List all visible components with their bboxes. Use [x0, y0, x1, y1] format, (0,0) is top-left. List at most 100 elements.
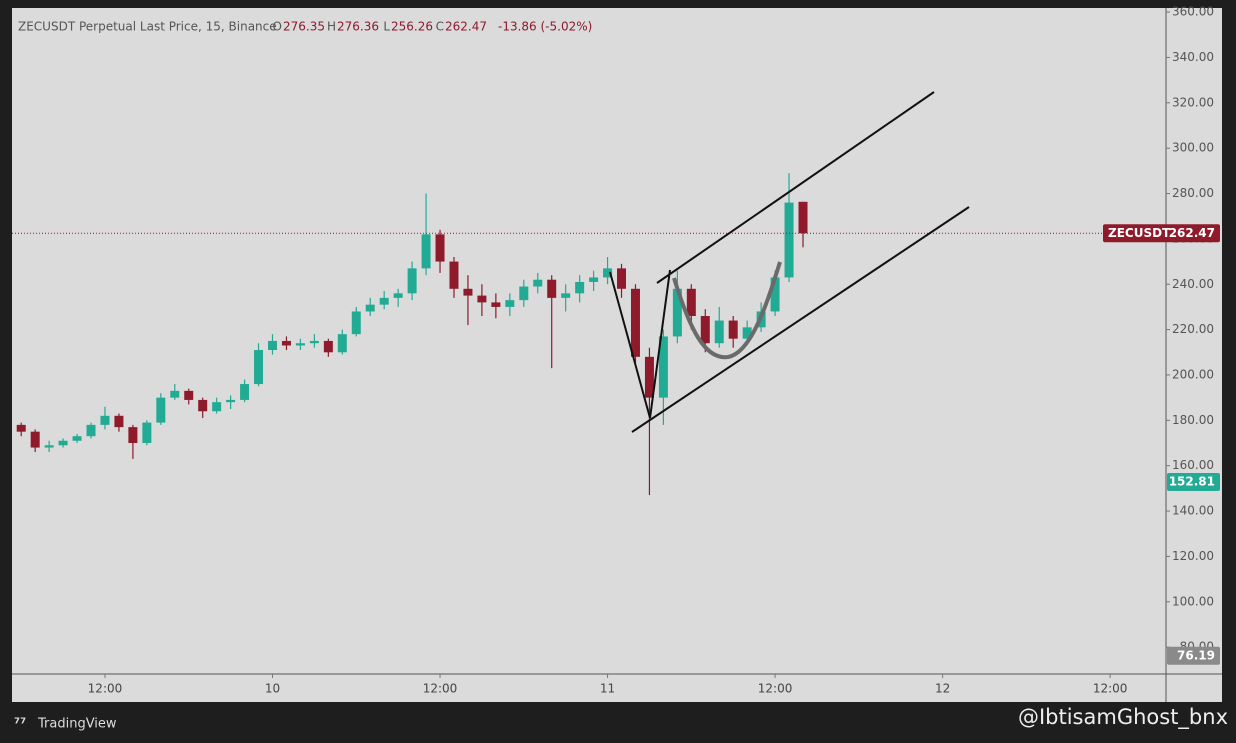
y-tick-label: 340.00 — [1172, 50, 1214, 64]
plot-area — [12, 173, 1165, 496]
channel-lower — [631, 206, 970, 433]
x-tick-label: 12:00 — [1093, 682, 1128, 696]
candle-body — [435, 234, 445, 262]
chart-background — [12, 8, 1222, 702]
candle-body — [449, 261, 459, 289]
candle-body — [575, 281, 585, 294]
candle-body — [686, 288, 696, 317]
candle-body — [630, 288, 640, 357]
ohlc-label: C — [436, 20, 444, 34]
candle-body — [254, 350, 264, 385]
price-tag-value: 76.19 — [1177, 648, 1215, 662]
candle-body — [170, 390, 180, 398]
candle-body — [603, 268, 613, 278]
candle-body — [351, 311, 361, 335]
ohlc-label: O — [273, 20, 282, 34]
candle-body — [589, 277, 599, 282]
y-tick-label: 200.00 — [1172, 367, 1214, 381]
change-value: -13.86 (-5.02%) — [498, 20, 592, 34]
candle-body — [770, 277, 780, 312]
candle-body — [700, 316, 710, 344]
candle-body — [295, 343, 305, 346]
candle-body — [44, 445, 54, 448]
price-tag — [1167, 646, 1220, 665]
x-tick-label: 12:00 — [423, 682, 458, 696]
y-tick-label: 120.00 — [1172, 549, 1214, 563]
candle-body — [16, 424, 26, 432]
y-tick-label: 100.00 — [1172, 594, 1214, 608]
candle-body — [379, 297, 389, 305]
v-pattern — [609, 269, 671, 419]
x-tick-label: 11 — [600, 682, 615, 696]
candle-body — [240, 384, 250, 400]
candle-body — [798, 201, 808, 234]
candle-body — [114, 415, 124, 428]
y-tick-label: 180.00 — [1172, 413, 1214, 427]
symbol-title: ZECUSDT Perpetual Last Price, 15, Binanc… — [18, 20, 277, 34]
candle-body — [477, 295, 487, 303]
x-tick-label: 12:00 — [88, 682, 123, 696]
candle-body — [644, 356, 654, 398]
candle-body — [212, 402, 222, 412]
cup-curve — [672, 261, 782, 360]
y-tick-label: 360.00 — [1172, 5, 1214, 19]
candle-body — [728, 320, 738, 339]
price-tag — [1167, 473, 1220, 492]
candle-body — [672, 288, 682, 337]
x-tick-label: 12 — [935, 682, 950, 696]
candle-body — [505, 300, 515, 307]
channel-upper — [656, 91, 935, 284]
x-tick-label: 10 — [265, 682, 280, 696]
candle-body — [491, 302, 501, 307]
candle-body — [463, 288, 473, 296]
candle-body — [72, 436, 82, 441]
price-tag-value: 152.81 — [1169, 475, 1215, 489]
candle-body — [184, 390, 194, 400]
ohlc-value: 256.26 — [391, 20, 433, 34]
candle-body — [784, 202, 794, 278]
ohlc-value: 276.35 — [283, 20, 325, 34]
candle-body — [714, 320, 724, 344]
watermark: @IbtisamGhost_bnx — [1018, 705, 1228, 730]
y-tick-label: 220.00 — [1172, 322, 1214, 336]
candle-body — [323, 340, 333, 353]
candle-body — [309, 340, 319, 344]
y-tick-label: 240.00 — [1172, 277, 1214, 291]
candle-body — [365, 304, 375, 312]
candle-body — [617, 268, 627, 289]
candle-body — [561, 293, 571, 298]
candle-body — [86, 424, 96, 437]
tv-logo: ⁷⁷ — [14, 716, 26, 732]
candle-body — [742, 327, 752, 339]
y-tick-label: 140.00 — [1172, 504, 1214, 518]
candle-body — [30, 431, 40, 448]
candle-body — [100, 415, 110, 425]
candle-body — [421, 234, 431, 269]
ohlc-value: 276.36 — [337, 20, 379, 34]
y-tick-label: 320.00 — [1172, 95, 1214, 109]
y-tick-label: 160.00 — [1172, 458, 1214, 472]
ohlc-header: O 276.35 H 276.36 L 256.26 C 262.47 -13.86 (-5.0… — [273, 20, 593, 34]
ohlc-label: H — [327, 20, 336, 34]
candle-body — [226, 399, 236, 403]
footer-brand: TradingView — [37, 717, 117, 732]
candle-body — [658, 336, 668, 398]
candle-body — [198, 399, 208, 412]
ohlc-label: L — [383, 20, 390, 34]
drawings — [609, 91, 970, 433]
price-tag-name: ZECUSDT — [1108, 226, 1171, 240]
x-tick-label: 12:00 — [758, 682, 793, 696]
candle-body — [142, 422, 152, 444]
candle-body — [281, 340, 291, 346]
candle-body — [268, 340, 278, 351]
y-tick-label: 280.00 — [1172, 186, 1214, 200]
price-tag-value: 262.47 — [1169, 226, 1215, 240]
candle-body — [407, 268, 417, 294]
ohlc-value: 262.47 — [445, 20, 487, 34]
candle-body — [337, 334, 347, 353]
candle-body — [547, 279, 557, 298]
candle-body — [393, 293, 403, 298]
candle-body — [519, 286, 529, 301]
